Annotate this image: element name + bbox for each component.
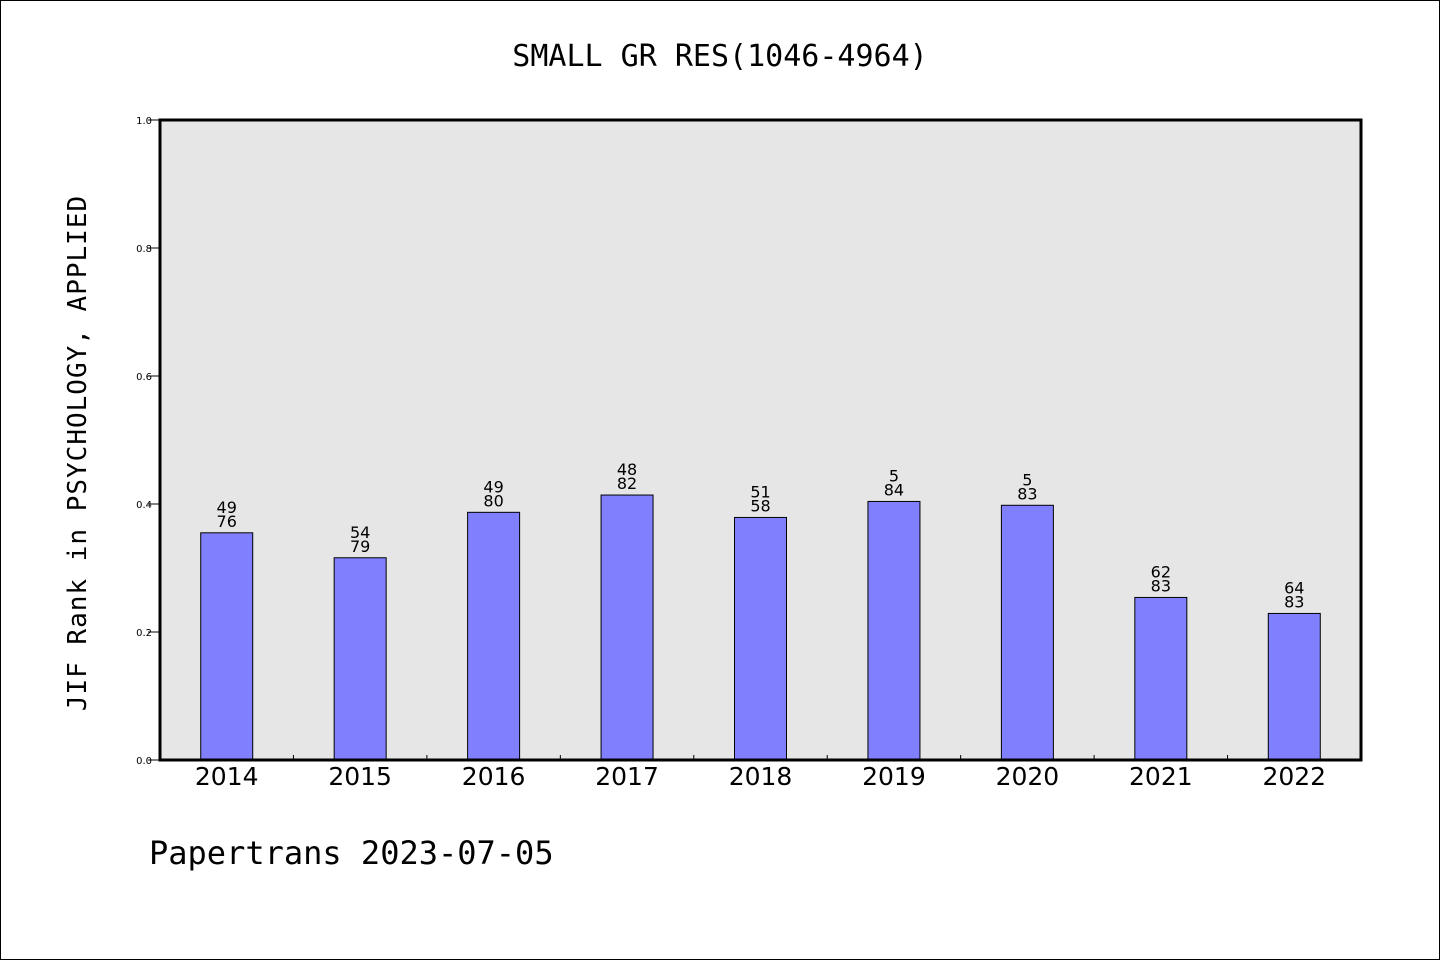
data-label-total: 76 bbox=[217, 512, 237, 531]
x-tick-label: 2022 bbox=[1262, 762, 1326, 791]
bar bbox=[600, 494, 654, 761]
x-tick-label: 2014 bbox=[195, 762, 259, 791]
x-tick-label: 2020 bbox=[996, 762, 1060, 791]
y-tick-label: 0.8 bbox=[136, 244, 152, 255]
bar bbox=[867, 500, 921, 761]
data-label-rank: 5 bbox=[1022, 470, 1032, 489]
data-label-rank: 5 bbox=[889, 466, 899, 485]
footer-credit: Papertrans 2023-07-05 bbox=[149, 834, 554, 872]
data-label-total: 80 bbox=[483, 491, 503, 510]
data-label-total: 83 bbox=[1151, 576, 1171, 595]
data-label-rank: 62 bbox=[1151, 562, 1171, 581]
data-label-rank: 48 bbox=[617, 460, 637, 479]
x-tick-label: 2021 bbox=[1129, 762, 1193, 791]
y-axis-label: JIF Rank in PSYCHOLOGY, APPLIED bbox=[63, 195, 93, 711]
bar bbox=[734, 516, 787, 761]
bar bbox=[333, 557, 387, 761]
chart-title: SMALL GR RES(1046-4964) bbox=[512, 39, 927, 74]
data-label-total: 82 bbox=[617, 474, 637, 493]
y-tick-label: 0.0 bbox=[136, 756, 152, 767]
y-tick-label: 1.0 bbox=[136, 116, 152, 127]
x-tick-label: 2018 bbox=[729, 762, 793, 791]
data-label-rank: 49 bbox=[483, 477, 503, 496]
chart-marks: 0.00.20.40.60.81.02014497620155479201649… bbox=[136, 116, 1326, 791]
x-tick-label: 2019 bbox=[862, 762, 926, 791]
plot-border bbox=[158, 118, 1363, 762]
data-label-rank: 54 bbox=[350, 523, 370, 542]
bar bbox=[200, 532, 254, 761]
data-label-total: 83 bbox=[1284, 592, 1304, 611]
data-label-rank: 64 bbox=[1284, 578, 1304, 597]
bar bbox=[1267, 612, 1321, 761]
x-tick-label: 2015 bbox=[328, 762, 392, 791]
x-tick-label: 2017 bbox=[595, 762, 659, 791]
data-label-total: 58 bbox=[750, 496, 770, 515]
y-tick-label: 0.2 bbox=[136, 628, 152, 639]
data-label-total: 79 bbox=[350, 537, 370, 556]
y-tick-label: 0.4 bbox=[136, 500, 152, 511]
bar bbox=[1134, 596, 1188, 761]
data-label-total: 83 bbox=[1017, 484, 1037, 503]
data-label-rank: 49 bbox=[217, 498, 237, 517]
data-label-total: 84 bbox=[884, 480, 904, 499]
y-tick-label: 0.6 bbox=[136, 372, 152, 383]
bar bbox=[467, 511, 521, 761]
data-label-rank: 51 bbox=[750, 482, 770, 501]
bar bbox=[1000, 504, 1054, 761]
x-tick-label: 2016 bbox=[462, 762, 526, 791]
